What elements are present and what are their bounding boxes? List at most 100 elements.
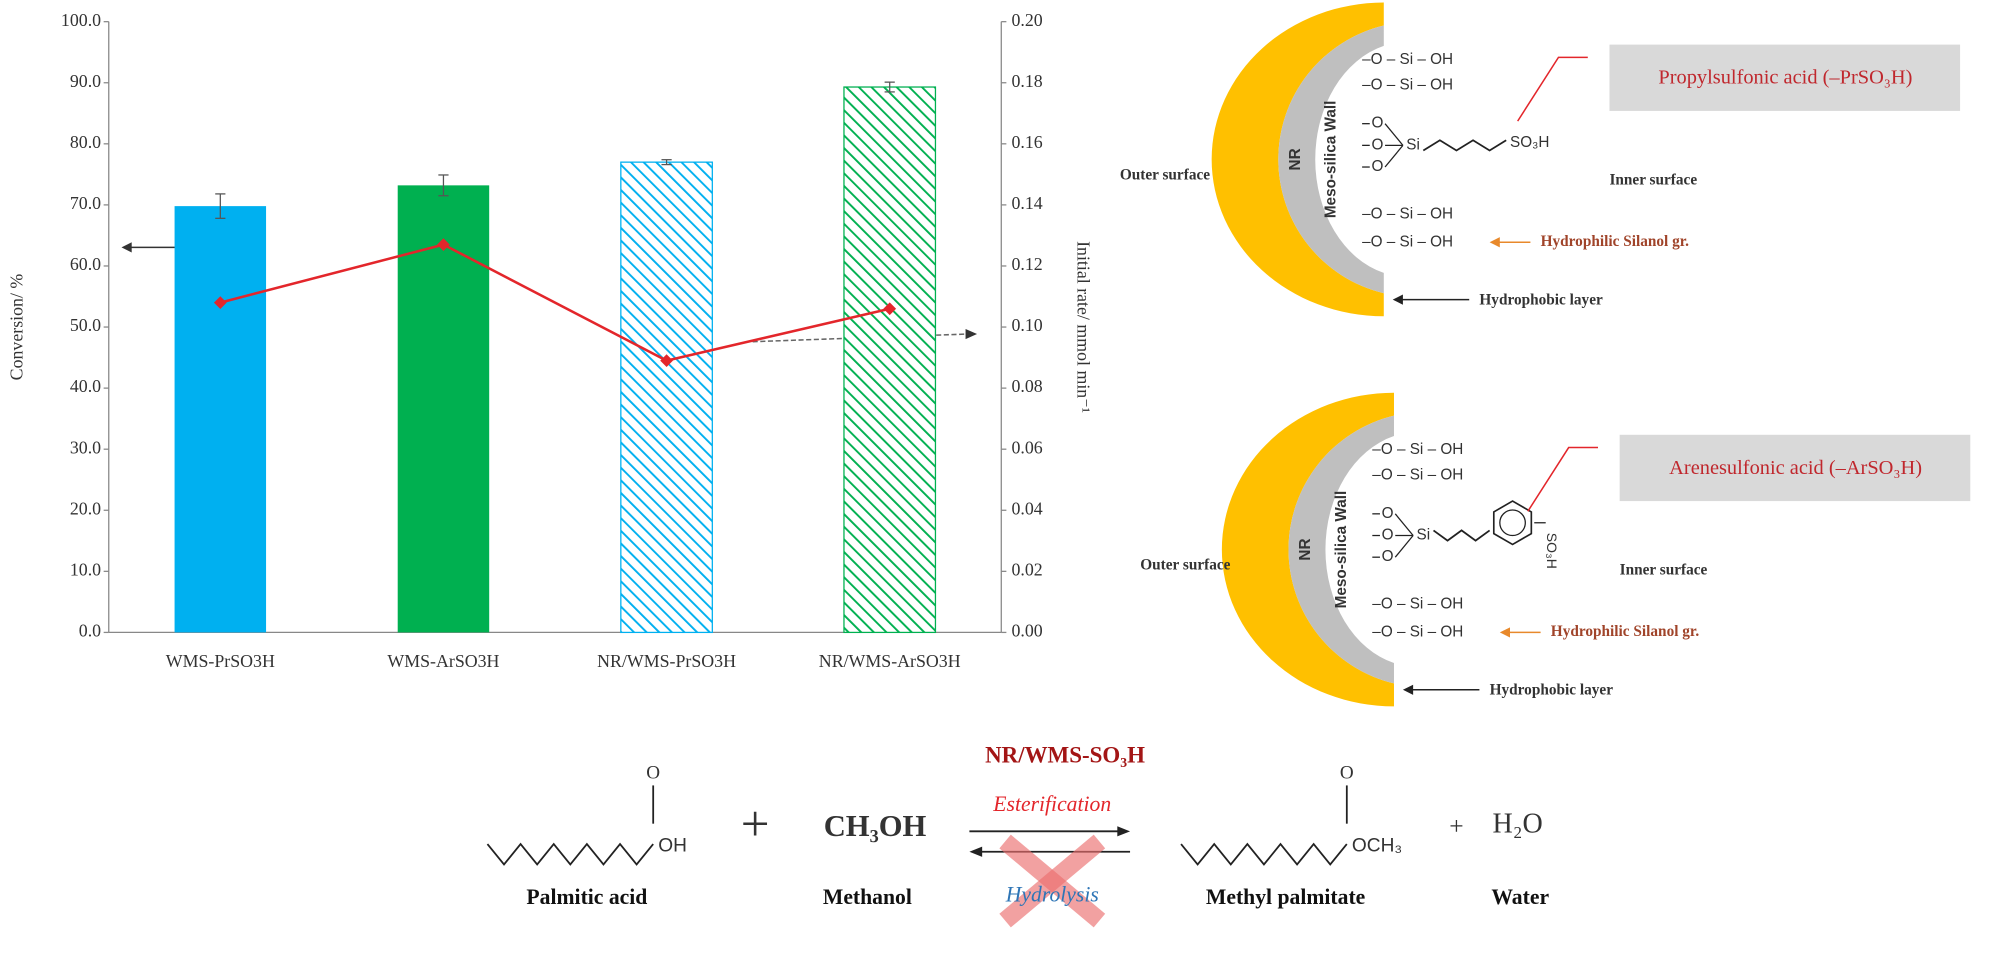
error-bar [661, 159, 672, 166]
plus: + [1449, 812, 1463, 841]
y-tick-label: 20.0 [70, 498, 101, 518]
y2-tick-label: 0.20 [1011, 10, 1042, 30]
bond [1384, 144, 1404, 168]
y-tick-label: 0.0 [79, 621, 101, 641]
acid-label-box [1619, 434, 1971, 502]
y2-tick-label: 0.02 [1011, 559, 1042, 579]
sulfonic-group: SO₃H [1510, 134, 1549, 151]
silica-wall [1278, 25, 1384, 294]
surface-diagram: NR Meso-silica Wall –O – Si – OH –O – Si – … [1140, 392, 1971, 707]
silanol-group: –O – Si – OH [1372, 467, 1463, 484]
arrow-head [1402, 684, 1414, 695]
aromatic-circle [1499, 509, 1526, 537]
marker [213, 296, 227, 309]
y2-tick-label: 0.14 [1011, 193, 1042, 213]
bar [174, 206, 267, 633]
silicon: Si [1406, 136, 1420, 153]
hydrophobic-label: Hydrophobic layer [1479, 291, 1603, 308]
acid-label-box [1609, 44, 1961, 111]
anchor-oxygen: O [1382, 505, 1394, 522]
anchor-oxygen: O [1382, 548, 1394, 565]
sulfonic-group: SO₃H [1544, 533, 1560, 569]
hydrophilic-label: Hydrophilic Silanol gr. [1551, 623, 1700, 640]
water-formula: H₂O [1493, 809, 1543, 840]
silanol-group: –O – Si – OH [1372, 623, 1463, 640]
silanol-group: –O – Si – OH [1362, 233, 1453, 250]
y-tick-label: 30.0 [70, 437, 101, 457]
arrow-head [1489, 237, 1500, 248]
anchor-oxygen: O [1371, 136, 1383, 153]
nr-label: NR [1287, 148, 1304, 170]
compound-name: Water [1491, 885, 1549, 909]
anchor-oxygen: O [1382, 527, 1394, 544]
benzene-ring [1492, 500, 1533, 546]
y2-axis-label: Initial rate/ mmol min⁻¹ [1074, 241, 1094, 413]
outer-surface: Outer surface [1120, 166, 1210, 183]
anchor-oxygen: O [1371, 158, 1383, 175]
arrow-head [969, 846, 983, 857]
reaction-scheme: O OH + CH₃OH NR/WMS-SO₃H Esterification Hydrol… [486, 743, 1549, 928]
ester-tail: OCH₃ [1352, 836, 1402, 857]
methanol-formula: CH₃OH [824, 809, 927, 843]
x-tick-label: NR/WMS-ArSO3H [819, 651, 961, 671]
callout-line [1517, 56, 1588, 122]
y2-tick-label: 0.18 [1011, 71, 1042, 91]
ester-carbonyl: O [1340, 762, 1354, 783]
cross-out [999, 834, 1106, 928]
y2-tick-label: 0.12 [1011, 254, 1042, 274]
y-tick-label: 70.0 [70, 193, 101, 213]
acid-label: Propylsulfonic acid (–PrSO₃H) [1658, 67, 1912, 89]
arrow-head [121, 242, 132, 253]
nr-layer [1221, 392, 1394, 707]
marker [883, 302, 897, 316]
callout-line [1527, 446, 1598, 512]
line [219, 243, 890, 362]
nr-layer [1211, 2, 1384, 317]
arrow-head [1117, 826, 1131, 837]
compound-name: Methyl palmitate [1206, 885, 1366, 909]
y-tick-label: 40.0 [70, 376, 101, 396]
anchor-oxygen: O [1371, 115, 1383, 132]
reverse-label: Hydrolysis [1005, 882, 1099, 906]
x-tick-label: WMS-ArSO3H [387, 651, 499, 671]
arrow-head [965, 328, 978, 340]
arrow-head [1392, 294, 1403, 305]
chain [1422, 139, 1507, 152]
catalyst: NR/WMS-SO₃H [985, 743, 1145, 768]
wall-label: Meso-silica Wall [1333, 491, 1350, 609]
inner-surface: Inner surface [1620, 562, 1708, 579]
y-tick-label: 90.0 [70, 71, 101, 91]
error-bar [215, 193, 226, 219]
y-tick-label: 100.0 [61, 10, 101, 30]
acid-label: Arenesulfonic acid (–ArSO₃H) [1669, 457, 1922, 479]
chain [486, 842, 654, 866]
bond [1394, 513, 1414, 536]
y-tick-label: 10.0 [70, 559, 101, 579]
compound-name: Palmitic acid [526, 885, 647, 909]
nr-label: NR [1297, 538, 1314, 560]
y2-tick-label: 0.08 [1011, 376, 1042, 396]
compound-name: Methanol [823, 885, 912, 909]
hydrophobic-label: Hydrophobic layer [1490, 682, 1614, 699]
error-bar [884, 81, 895, 93]
bond [1394, 535, 1414, 558]
error-bar [438, 174, 449, 197]
surface-diagram: NR Meso-silica Wall –O – Si – OH –O – Si – … [1120, 2, 1961, 317]
silica-wall [1288, 415, 1394, 684]
y-axis-label: Conversion/ % [6, 274, 26, 381]
silanol-group: –O – Si – OH [1362, 76, 1453, 93]
y-tick-label: 50.0 [70, 315, 101, 335]
silanol-group: –O – Si – OH [1362, 51, 1453, 68]
bar [843, 86, 937, 634]
wall-label: Meso-silica Wall [1323, 101, 1340, 219]
hydrophilic-label: Hydrophilic Silanol gr. [1541, 233, 1690, 250]
y2-tick-label: 0.00 [1011, 621, 1042, 641]
acid-carbonyl: O [646, 762, 660, 783]
forward-label: Esterification [992, 792, 1111, 816]
inner-surface: Inner surface [1609, 172, 1697, 189]
silanol-group: –O – Si – OH [1372, 441, 1463, 458]
plus: + [741, 796, 770, 852]
silanol-group: –O – Si – OH [1362, 205, 1453, 222]
